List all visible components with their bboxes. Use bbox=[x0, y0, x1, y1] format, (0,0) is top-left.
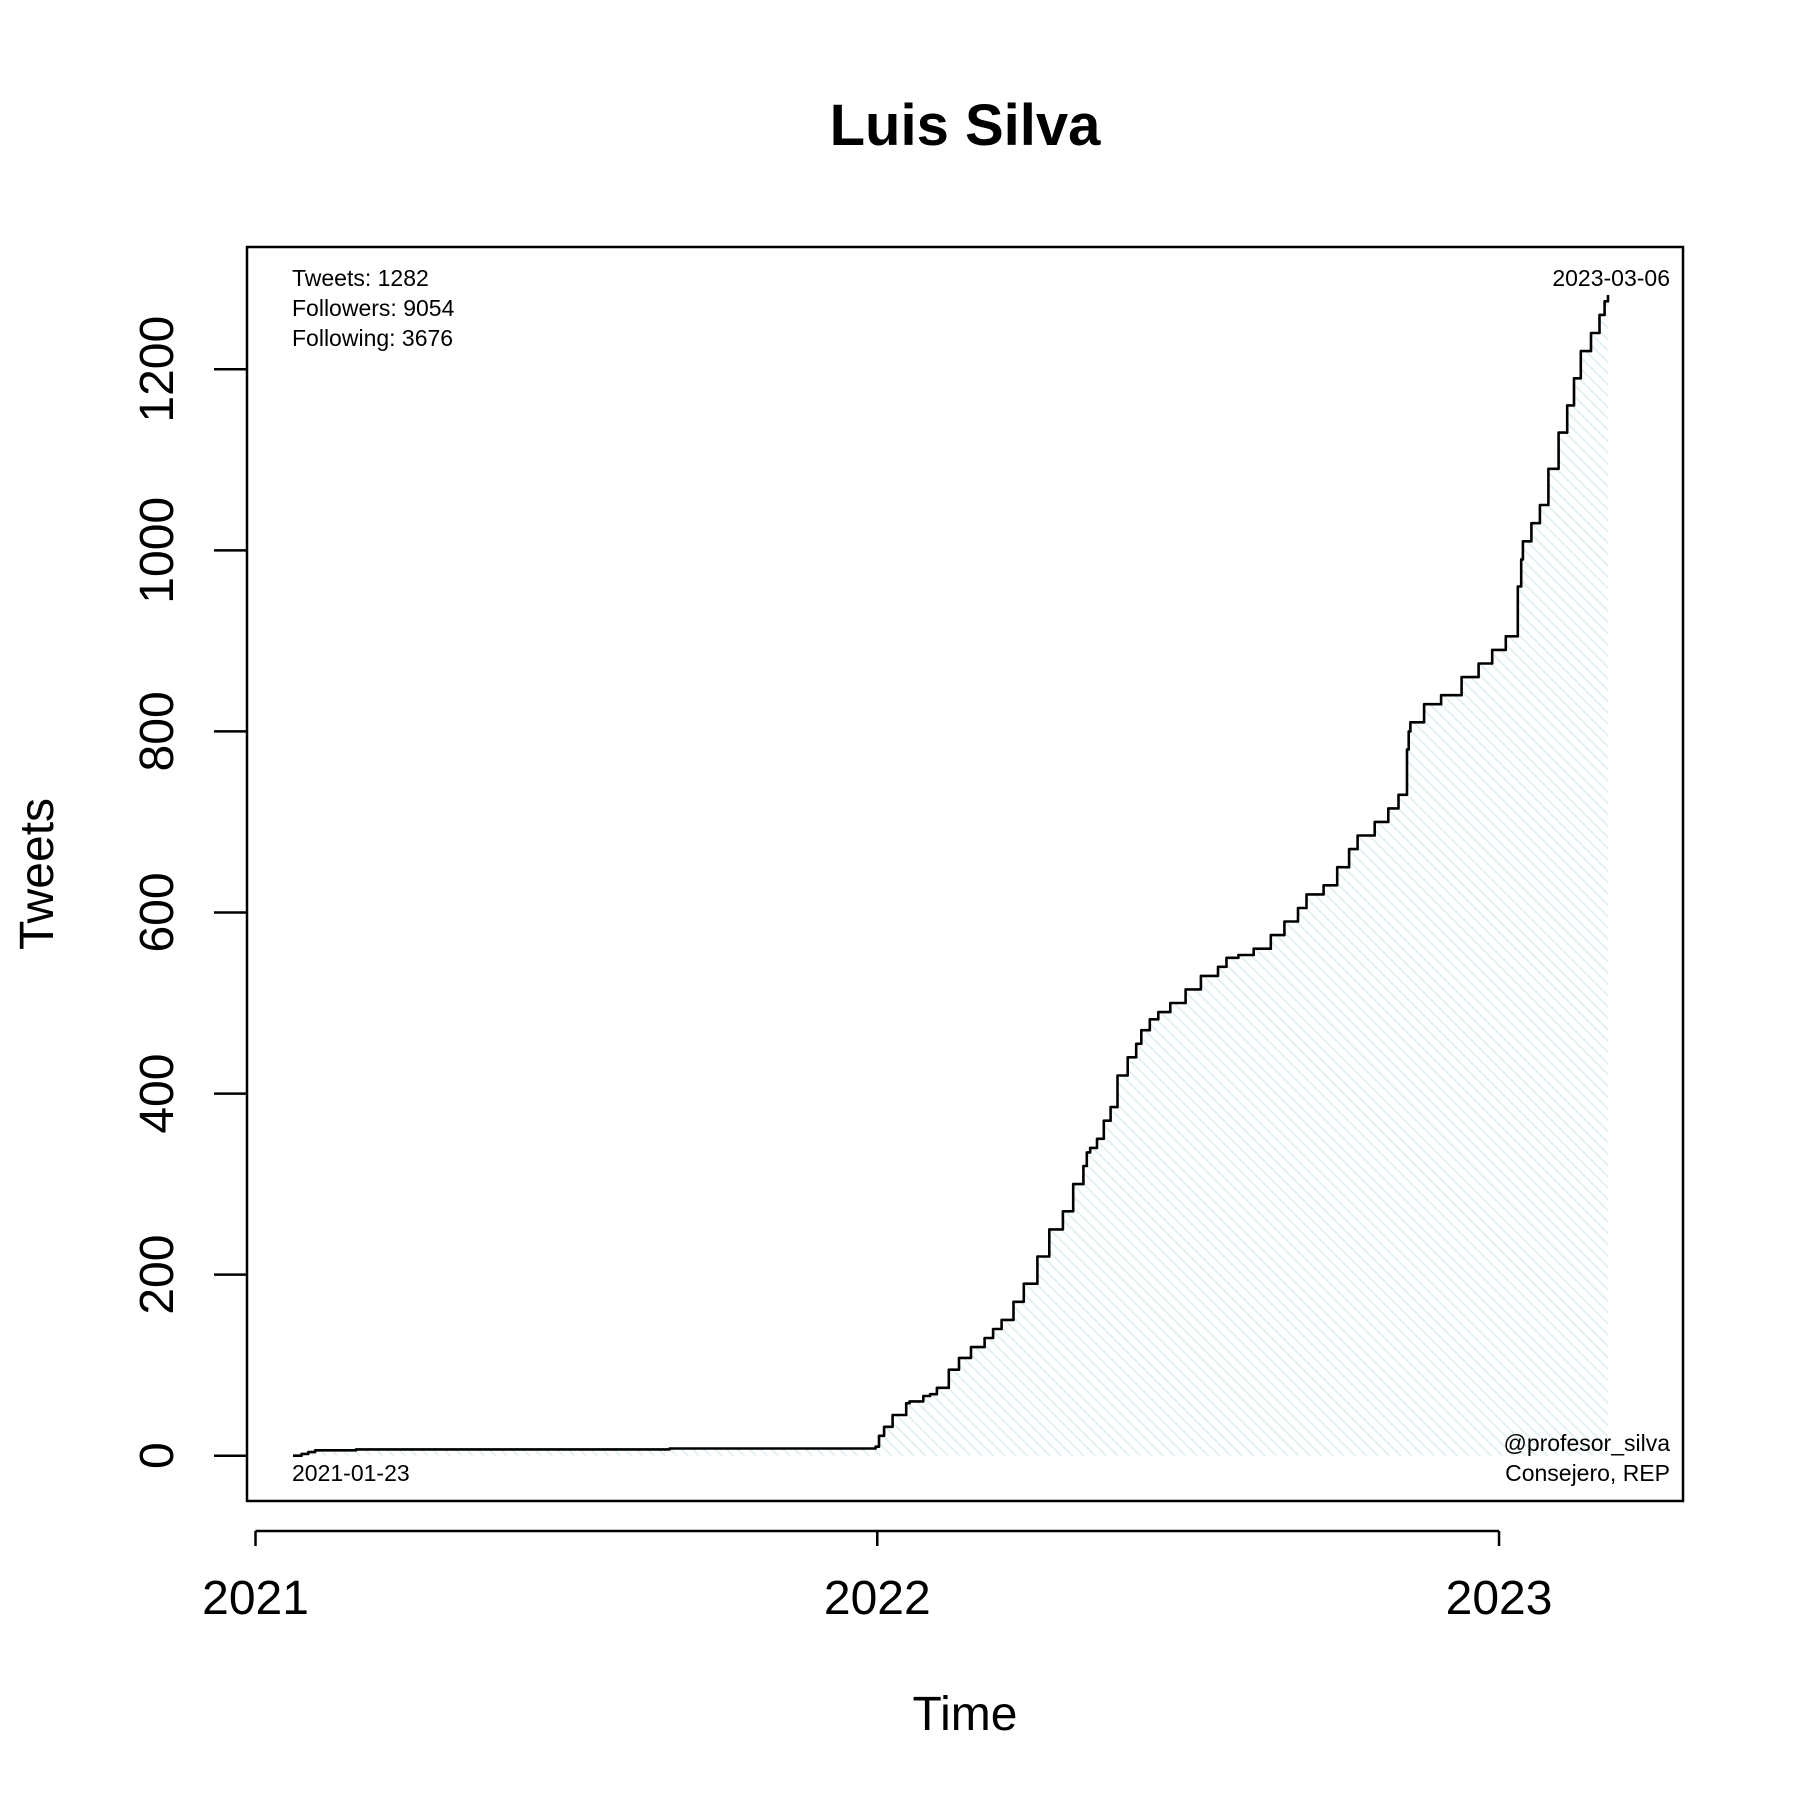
x-tick-label: 2023 bbox=[1446, 1572, 1553, 1625]
cumulative-area bbox=[293, 295, 1608, 1456]
start-date-label: 2021-01-23 bbox=[292, 1460, 410, 1486]
x-axis-title: Time bbox=[913, 1688, 1018, 1741]
stats-following: Following: 3676 bbox=[292, 325, 453, 351]
user-handle: @profesor_silva bbox=[1503, 1430, 1670, 1456]
y-tick-label: 1200 bbox=[131, 316, 184, 423]
y-axis-title: Tweets bbox=[11, 798, 64, 950]
y-tick-label: 800 bbox=[131, 691, 184, 771]
plot-area bbox=[293, 295, 1610, 1457]
chart-title: Luis Silva bbox=[830, 93, 1102, 158]
cumulative-tweets-line bbox=[293, 295, 1610, 1457]
x-tick-label: 2022 bbox=[824, 1572, 931, 1625]
user-role: Consejero, REP bbox=[1505, 1460, 1670, 1486]
plot-frame bbox=[245, 245, 1685, 1503]
y-tick-label: 400 bbox=[131, 1054, 184, 1134]
stats-tweets: Tweets: 1282 bbox=[292, 265, 429, 291]
y-tick-label: 1000 bbox=[131, 497, 184, 604]
end-date-label: 2023-03-06 bbox=[1552, 265, 1670, 291]
y-tick-label: 600 bbox=[131, 872, 184, 952]
stats-followers: Followers: 9054 bbox=[292, 295, 455, 321]
y-tick-label: 200 bbox=[131, 1235, 184, 1315]
x-tick-label: 2021 bbox=[202, 1572, 309, 1625]
y-tick-label: 0 bbox=[131, 1442, 184, 1469]
y-axis: 0 200 400 600 800 1000 1200 bbox=[131, 316, 247, 1469]
x-axis: 2021 2022 2023 bbox=[202, 1529, 1553, 1625]
